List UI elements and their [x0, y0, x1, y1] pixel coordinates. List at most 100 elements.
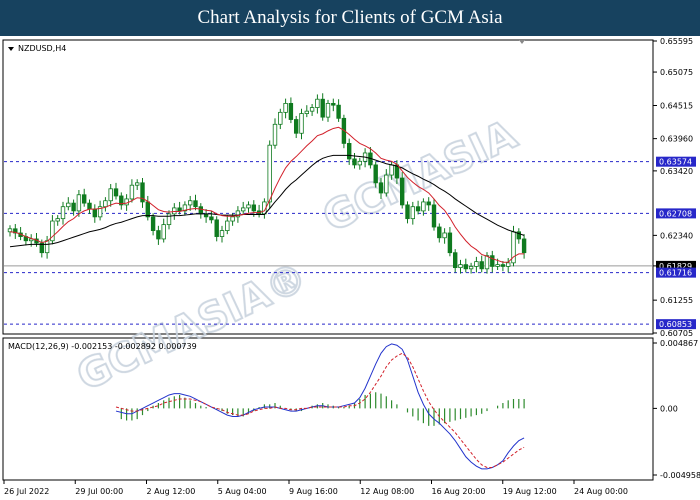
- x-tick-label: 5 Aug 04:00: [218, 487, 267, 496]
- chevron-down-icon[interactable]: [8, 47, 14, 51]
- level-tag-text: 0.61716: [659, 269, 692, 278]
- axis-layer: 0.65595 0.65075 0.64515 0.63960 0.63420 0.623…: [3, 37, 700, 496]
- level-tag: [656, 267, 696, 278]
- x-tick-label: 12 Aug 08:00: [360, 487, 414, 496]
- candle-body: [219, 230, 225, 237]
- candle-body: [468, 266, 474, 270]
- macd-y-tick-label: -0.004958: [660, 471, 700, 480]
- candle-body: [166, 213, 172, 226]
- candle-body: [134, 182, 140, 186]
- y-tick-label: 0.61255: [660, 296, 693, 305]
- x-tick-label: 16 Aug 20:00: [432, 487, 486, 496]
- candle-body: [28, 238, 34, 242]
- candle-body: [336, 104, 341, 119]
- candle-body: [71, 202, 76, 212]
- candle-body: [230, 216, 235, 222]
- x-tick-label: 19 Aug 12:00: [503, 487, 557, 496]
- symbol-label: NZDUSD,H4: [8, 44, 66, 53]
- x-tick-label: 9 Aug 16:00: [289, 487, 338, 496]
- candle-body: [463, 264, 468, 270]
- candle-body: [182, 204, 188, 212]
- candle-body: [124, 198, 129, 206]
- candle-body: [7, 228, 13, 233]
- level-tag-text: 0.60853: [659, 320, 692, 329]
- candle-body: [119, 195, 124, 206]
- candle-body: [140, 182, 145, 203]
- candle-body: [92, 208, 97, 218]
- x-tick-label: 26 Jul 2022: [4, 487, 49, 496]
- candle-body: [55, 218, 60, 222]
- candle-body: [129, 184, 135, 200]
- macd-y-tick-label: 0.00: [660, 404, 678, 413]
- price-layer: [4, 93, 652, 325]
- ma-slow-line: [9, 154, 525, 248]
- chart-title-banner: Chart Analysis for Clients of GCM Asia: [0, 0, 700, 36]
- macd-y-tick-label: 0.004867: [660, 339, 698, 348]
- y-tick-label: 0.63420: [660, 167, 693, 176]
- candle-body: [82, 194, 87, 204]
- price-pane: [2, 39, 654, 335]
- candle-body: [156, 230, 161, 240]
- candle-body: [150, 216, 156, 231]
- candle-body: [246, 204, 251, 209]
- candle-body: [240, 207, 246, 212]
- candle-body: [405, 204, 410, 220]
- period-separator-icon: [519, 40, 525, 44]
- y-tick-label: 0.62340: [660, 231, 693, 240]
- candle-body: [373, 164, 378, 184]
- candle-body: [172, 207, 177, 215]
- candle-body: [458, 264, 463, 269]
- macd-layer: [115, 343, 525, 470]
- candle-body: [198, 206, 203, 215]
- candle-body: [505, 262, 511, 267]
- macd-label: MACD(12,26,9) -0.002153 -0.002892 0.0007…: [8, 342, 197, 351]
- x-tick-label: 2 Aug 12:00: [147, 487, 196, 496]
- candle-body: [378, 182, 384, 194]
- y-tick-label: 0.60705: [660, 329, 693, 338]
- candle-body: [410, 206, 415, 220]
- candle-body: [251, 204, 256, 212]
- candle-body: [521, 238, 527, 254]
- candle-body: [384, 174, 389, 194]
- y-tick-label: 0.65075: [660, 68, 693, 77]
- candle-body: [474, 261, 479, 267]
- candle-body: [325, 103, 331, 118]
- candle-body: [484, 255, 490, 270]
- candle-body: [495, 264, 500, 267]
- candle-body: [235, 210, 241, 218]
- candle-body: [442, 232, 447, 239]
- symbol-text: NZDUSD,H4: [18, 44, 66, 53]
- candle-body: [415, 206, 421, 212]
- ma-fast-line: [9, 126, 525, 263]
- banner-title: Chart Analysis for Clients of GCM Asia: [197, 7, 503, 28]
- candle-body: [76, 194, 82, 212]
- candle-body: [315, 98, 320, 108]
- candle-body: [357, 160, 362, 166]
- candle-body: [278, 111, 283, 125]
- candle-body: [288, 103, 294, 120]
- candle-body: [304, 110, 309, 114]
- candle-body: [44, 240, 50, 254]
- candle-body: [214, 219, 219, 237]
- candle-body: [145, 201, 150, 218]
- candle-body: [452, 252, 458, 269]
- candle-body: [87, 202, 92, 210]
- candle-body: [103, 200, 108, 208]
- candle-body: [97, 206, 103, 218]
- chart-canvas: GCMASIA® GCMASIA 0.655950.650750.645150.…: [2, 37, 700, 496]
- x-tick-label: 29 Jul 00:00: [75, 487, 123, 496]
- level-tag: [656, 208, 696, 219]
- candle-body: [108, 188, 113, 202]
- candle-body: [267, 144, 272, 203]
- candle-body: [60, 206, 66, 220]
- candle-body: [293, 119, 299, 134]
- signal-line: [115, 352, 525, 469]
- candle-body: [177, 207, 182, 212]
- macd-pane: [2, 337, 654, 481]
- candle-body: [50, 220, 55, 242]
- x-tick-label: 24 Aug 00:00: [574, 487, 628, 496]
- candle-body: [426, 201, 431, 206]
- candle-body: [272, 123, 278, 146]
- candle-body: [209, 216, 214, 221]
- candle-body: [479, 261, 484, 270]
